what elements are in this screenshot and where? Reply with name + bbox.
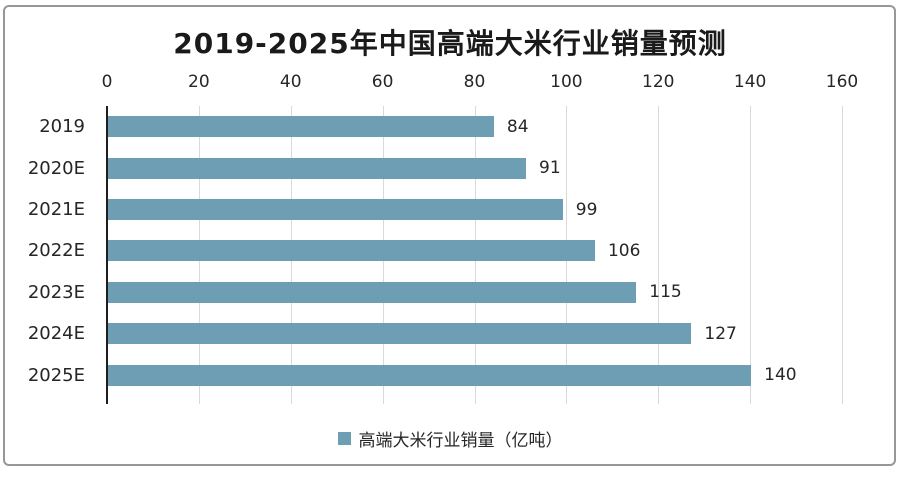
bar-row: 84 bbox=[108, 106, 843, 147]
legend-label: 高端大米行业销量（亿吨） bbox=[358, 430, 563, 451]
bar-row: 140 bbox=[108, 355, 843, 396]
x-tick-label: 140 bbox=[733, 72, 767, 92]
gridline bbox=[658, 106, 660, 404]
chart-title: 2019-2025年中国高端大米行业销量预测 bbox=[173, 27, 727, 60]
gridline bbox=[842, 106, 843, 404]
x-tick-label: 0 bbox=[101, 72, 113, 92]
legend: 高端大米行业销量（亿吨） bbox=[0, 426, 900, 451]
category-label: 2024E bbox=[27, 323, 85, 345]
bar bbox=[108, 364, 752, 386]
category-label: 2019 bbox=[39, 116, 85, 138]
x-tick-label: 20 bbox=[188, 72, 210, 92]
value-label: 115 bbox=[649, 282, 682, 303]
value-label: 91 bbox=[539, 158, 561, 179]
category-label: 2020E bbox=[27, 157, 85, 179]
value-label: 106 bbox=[607, 240, 641, 261]
bar bbox=[108, 323, 692, 345]
bar-row: 99 bbox=[108, 189, 843, 230]
bar bbox=[108, 281, 637, 303]
bar-row: 106 bbox=[108, 230, 843, 271]
bar-row: 91 bbox=[108, 147, 843, 188]
bar-row: 115 bbox=[108, 272, 843, 313]
x-tick-label: 100 bbox=[550, 72, 583, 92]
plot-area: 84 91 99 106 115 127 140 bbox=[108, 106, 843, 404]
category-label: 2025E bbox=[27, 364, 85, 386]
bar bbox=[108, 116, 494, 138]
bar bbox=[108, 157, 527, 179]
y-axis-line bbox=[106, 106, 108, 404]
bar bbox=[108, 240, 595, 262]
bar bbox=[108, 199, 563, 221]
value-label: 84 bbox=[506, 116, 529, 137]
value-label: 127 bbox=[704, 323, 737, 344]
legend-marker-icon bbox=[337, 431, 351, 445]
y-axis-labels: 2019 2020E 2021E 2022E 2023E 2024E 2025E bbox=[0, 106, 85, 396]
x-axis: 0 20 40 60 80 100 120 140 160 bbox=[102, 70, 859, 94]
gridline bbox=[750, 106, 752, 404]
bar-row: 127 bbox=[108, 313, 843, 354]
x-tick-label: 40 bbox=[279, 72, 302, 92]
category-label: 2021E bbox=[27, 199, 85, 221]
value-label: 140 bbox=[764, 365, 797, 386]
x-tick-label: 80 bbox=[463, 72, 486, 92]
value-label: 99 bbox=[575, 199, 598, 220]
category-label: 2022E bbox=[27, 240, 85, 262]
x-tick-label: 120 bbox=[642, 72, 675, 92]
x-tick-label: 60 bbox=[371, 72, 394, 92]
category-label: 2023E bbox=[27, 281, 85, 303]
x-tick-label: 160 bbox=[825, 72, 859, 92]
